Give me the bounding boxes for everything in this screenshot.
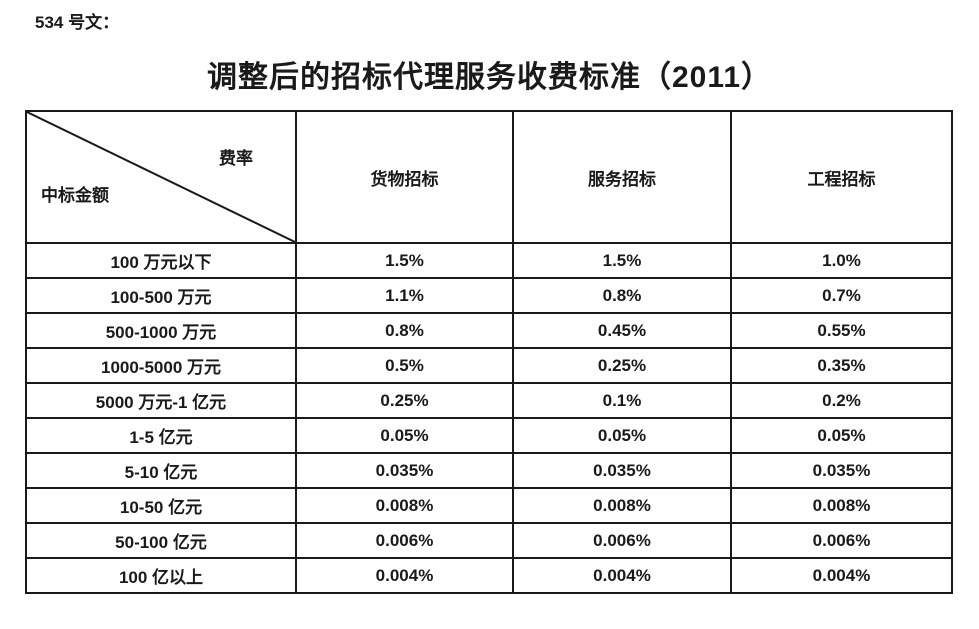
table-row: 100 万元以下 1.5% 1.5% 1.0% [25,242,953,279]
fee-rate-table: 费率 中标金额 货物招标 服务招标 工程招标 100 万元以下 1.5% 1.5… [25,110,953,594]
rate-cell: 0.006% [295,522,514,559]
rate-cell: 0.2% [730,382,953,419]
rate-cell: 0.8% [512,277,732,314]
rate-cell: 0.05% [512,417,732,454]
table-row: 500-1000 万元 0.8% 0.45% 0.55% [25,312,953,349]
table-row: 10-50 亿元 0.008% 0.008% 0.008% [25,487,953,524]
rate-cell: 0.004% [295,557,514,594]
header-row: 费率 中标金额 货物招标 服务招标 工程招标 [25,110,953,244]
rate-cell: 1.0% [730,242,953,279]
rate-cell: 0.55% [730,312,953,349]
rate-cell: 0.006% [730,522,953,559]
rate-cell: 0.035% [730,452,953,489]
amount-cell: 100 万元以下 [25,242,297,279]
column-header-service: 服务招标 [512,110,732,244]
rate-cell: 1.1% [295,277,514,314]
diagonal-header-cell: 费率 中标金额 [25,110,297,244]
rate-cell: 0.05% [295,417,514,454]
amount-cell: 5000 万元-1 亿元 [25,382,297,419]
column-header-goods: 货物招标 [295,110,514,244]
amount-cell: 100 亿以上 [25,557,297,594]
corner-label-rate: 费率 [219,149,253,168]
amount-cell: 50-100 亿元 [25,522,297,559]
rate-cell: 0.25% [295,382,514,419]
rate-cell: 0.45% [512,312,732,349]
rate-cell: 0.004% [512,557,732,594]
table-row: 5-10 亿元 0.035% 0.035% 0.035% [25,452,953,489]
amount-cell: 100-500 万元 [25,277,297,314]
amount-cell: 1-5 亿元 [25,417,297,454]
rate-cell: 0.004% [730,557,953,594]
page-title: 调整后的招标代理服务收费标准（2011） [206,61,773,94]
table-row: 1000-5000 万元 0.5% 0.25% 0.35% [25,347,953,384]
table-row: 100 亿以上 0.004% 0.004% 0.004% [25,557,953,594]
table-row: 50-100 亿元 0.006% 0.006% 0.006% [25,522,953,559]
rate-cell: 0.008% [730,487,953,524]
amount-cell: 10-50 亿元 [25,487,297,524]
amount-cell: 1000-5000 万元 [25,347,297,384]
rate-cell: 0.05% [730,417,953,454]
rate-cell: 0.35% [730,347,953,384]
column-header-engineering: 工程招标 [730,110,953,244]
rate-cell: 0.008% [512,487,732,524]
amount-cell: 500-1000 万元 [25,312,297,349]
document-number: 534 号文： [35,13,120,32]
diagonal-line [27,112,295,242]
amount-cell: 5-10 亿元 [25,452,297,489]
corner-label-amount: 中标金额 [41,186,109,205]
rate-cell: 0.035% [512,452,732,489]
rate-cell: 0.8% [295,312,514,349]
rate-cell: 1.5% [512,242,732,279]
rate-cell: 0.035% [295,452,514,489]
rate-cell: 0.008% [295,487,514,524]
table-row: 100-500 万元 1.1% 0.8% 0.7% [25,277,953,314]
rate-cell: 0.7% [730,277,953,314]
rate-cell: 0.5% [295,347,514,384]
table-row: 1-5 亿元 0.05% 0.05% 0.05% [25,417,953,454]
rate-cell: 0.1% [512,382,732,419]
rate-cell: 1.5% [295,242,514,279]
table-row: 5000 万元-1 亿元 0.25% 0.1% 0.2% [25,382,953,419]
rate-cell: 0.006% [512,522,732,559]
rate-cell: 0.25% [512,347,732,384]
